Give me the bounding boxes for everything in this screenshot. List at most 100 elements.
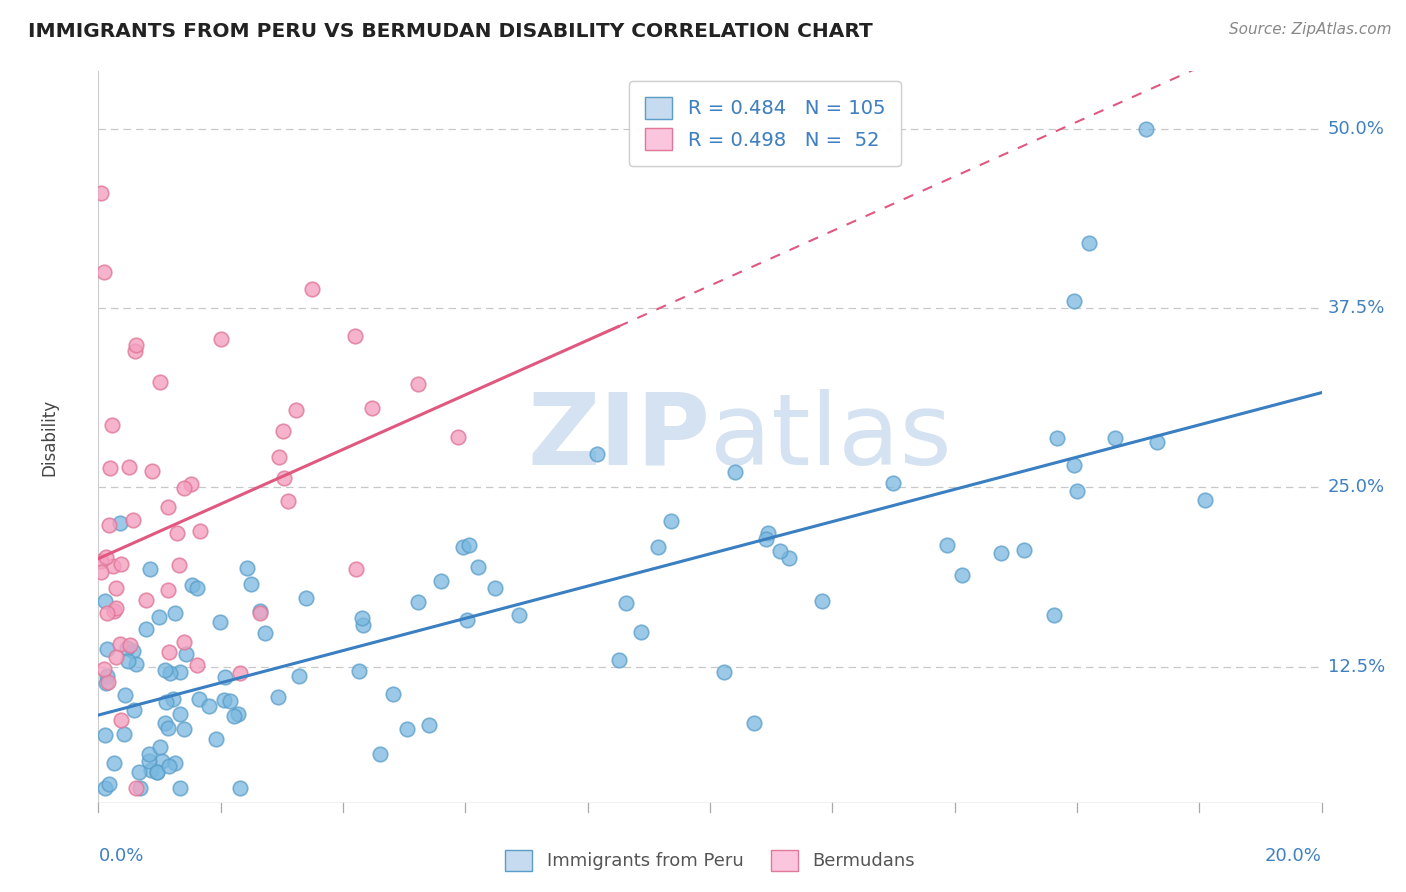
Point xyxy=(249,603,271,617)
Point xyxy=(157,644,180,658)
Point xyxy=(418,718,440,732)
Point xyxy=(110,713,132,727)
Point xyxy=(267,450,290,465)
Text: atlas: atlas xyxy=(710,389,952,485)
Point xyxy=(457,538,479,552)
Point xyxy=(630,625,652,640)
Point xyxy=(94,676,117,690)
Point xyxy=(148,610,170,624)
Point xyxy=(153,663,176,677)
Point xyxy=(159,665,181,680)
Point xyxy=(122,513,145,527)
Point xyxy=(212,693,235,707)
Point xyxy=(129,781,152,796)
Point xyxy=(240,577,263,591)
Text: 0.0%: 0.0% xyxy=(98,847,143,864)
Point xyxy=(224,709,246,723)
Point xyxy=(186,581,208,595)
Point xyxy=(361,401,384,415)
Point xyxy=(430,574,453,589)
Point xyxy=(97,675,120,690)
Point xyxy=(214,670,236,684)
Point xyxy=(173,634,195,648)
Point xyxy=(96,606,118,620)
Point xyxy=(103,604,125,618)
Point xyxy=(295,591,318,605)
Point xyxy=(90,554,112,568)
Point xyxy=(249,606,271,620)
Point xyxy=(98,517,121,532)
Point xyxy=(167,558,190,573)
Text: Source: ZipAtlas.com: Source: ZipAtlas.com xyxy=(1229,22,1392,37)
Point xyxy=(90,186,112,201)
Point xyxy=(1194,492,1216,507)
Point xyxy=(93,728,115,742)
Point xyxy=(125,781,148,796)
Point xyxy=(169,665,191,679)
Point xyxy=(254,625,277,640)
Point xyxy=(659,514,682,528)
Point xyxy=(135,622,157,636)
Point xyxy=(118,638,141,652)
Point xyxy=(198,698,221,713)
Point xyxy=(218,693,240,707)
Point xyxy=(370,747,392,761)
Point xyxy=(236,560,259,574)
Text: 50.0%: 50.0% xyxy=(1327,120,1385,137)
Point xyxy=(174,647,197,661)
Point xyxy=(96,642,118,657)
Point xyxy=(181,578,204,592)
Point xyxy=(105,650,128,665)
Point xyxy=(713,665,735,680)
Point xyxy=(1063,458,1085,472)
Point xyxy=(110,516,132,530)
Point xyxy=(352,611,374,625)
Point xyxy=(446,430,468,444)
Point xyxy=(229,666,252,681)
Point xyxy=(157,500,180,514)
Point xyxy=(146,764,169,779)
Point xyxy=(778,551,800,566)
Point xyxy=(344,561,367,575)
Point xyxy=(1104,432,1126,446)
Point xyxy=(138,754,160,768)
Point xyxy=(93,662,115,676)
Point xyxy=(157,582,180,597)
Point xyxy=(112,727,135,741)
Point xyxy=(118,459,141,474)
Point xyxy=(104,581,127,595)
Point xyxy=(467,560,489,574)
Point xyxy=(103,558,125,573)
Point xyxy=(1063,293,1085,308)
Point xyxy=(1135,121,1157,136)
Point xyxy=(186,657,208,672)
Point xyxy=(138,747,160,762)
Point xyxy=(98,777,121,791)
Text: 20.0%: 20.0% xyxy=(1265,847,1322,864)
Point xyxy=(1046,431,1069,445)
Point xyxy=(156,721,179,735)
Point xyxy=(768,544,790,558)
Point xyxy=(135,592,157,607)
Text: Disability: Disability xyxy=(41,399,59,475)
Point xyxy=(614,596,637,610)
Point xyxy=(173,722,195,736)
Point xyxy=(453,540,475,554)
Point xyxy=(101,418,124,433)
Point xyxy=(96,669,118,683)
Point xyxy=(115,640,138,655)
Point xyxy=(382,687,405,701)
Point xyxy=(352,618,374,632)
Point xyxy=(285,403,308,417)
Point xyxy=(141,464,163,478)
Point xyxy=(936,538,959,552)
Point xyxy=(149,375,172,389)
Point xyxy=(157,759,180,773)
Point xyxy=(150,754,173,768)
Point xyxy=(344,328,367,343)
Point xyxy=(124,344,146,359)
Text: 37.5%: 37.5% xyxy=(1327,299,1385,317)
Point xyxy=(647,541,669,555)
Point xyxy=(153,715,176,730)
Point xyxy=(755,533,778,547)
